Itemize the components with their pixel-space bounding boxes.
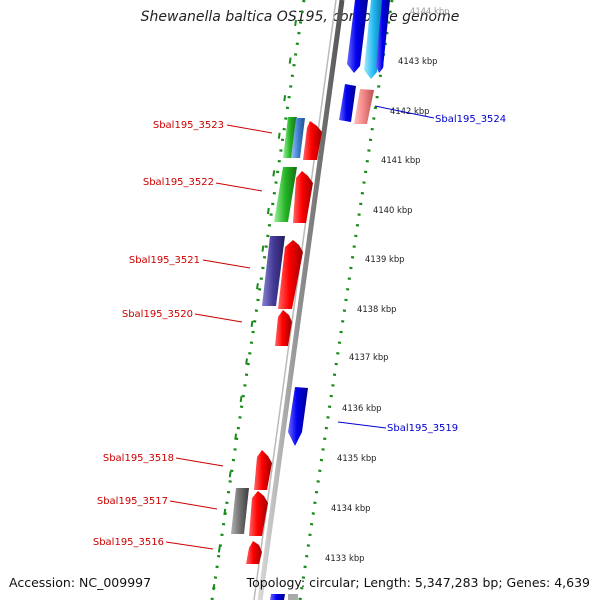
leader-line-3517 xyxy=(169,500,218,510)
gene-label-sbal195-3516[interactable]: Sbal195_3516 xyxy=(93,537,164,548)
scale-tick-label: 4142 kbp xyxy=(390,106,429,116)
gene-sbal195-3523-steel[interactable] xyxy=(291,118,305,158)
gene-sbal195-3521-red[interactable] xyxy=(278,240,303,309)
gene-sbal195-3520-red[interactable] xyxy=(275,310,292,346)
gene-sbal195-3524-a[interactable] xyxy=(339,84,356,122)
gene-bottom-gray[interactable] xyxy=(288,594,298,600)
gene-label-sbal195-3520[interactable]: Sbal195_3520 xyxy=(122,309,193,320)
gene-sbal195-3523-red[interactable] xyxy=(303,121,322,160)
scale-tick-label: 4138 kbp xyxy=(357,304,396,314)
gene-sbal195-3517-red[interactable] xyxy=(249,491,268,536)
gene-sbal195-3518-red[interactable] xyxy=(254,450,272,490)
gene-sbal195-3522-green[interactable] xyxy=(274,167,297,222)
gene-sbal195-3523-green[interactable] xyxy=(283,117,297,158)
gene-label-sbal195-3522[interactable]: Sbal195_3522 xyxy=(143,177,214,188)
leader-line-3523 xyxy=(226,124,273,134)
leader-line-3520 xyxy=(194,313,243,323)
scale-tick-label: 4141 kbp xyxy=(381,155,420,165)
scale-tick-label: 4140 kbp xyxy=(373,205,412,215)
gene-label-sbal195-3519[interactable]: Sbal195_3519 xyxy=(387,423,458,434)
scale-tick-label: 4137 kbp xyxy=(349,352,388,362)
scale-tick-label: 4144 kbp xyxy=(410,6,449,16)
gene-top-blue-2[interactable] xyxy=(376,0,390,73)
scale-tick-label: 4139 kbp xyxy=(365,254,404,264)
gene-top-blue-1[interactable] xyxy=(347,0,368,73)
gene-label-sbal195-3518[interactable]: Sbal195_3518 xyxy=(103,453,174,464)
gene-sbal195-3521-purple[interactable] xyxy=(262,236,285,306)
leader-line-3521 xyxy=(202,259,251,269)
leader-line-3522 xyxy=(215,182,263,192)
backbone xyxy=(257,0,345,600)
gene-sbal195-3522-red[interactable] xyxy=(293,171,313,223)
gene-label-sbal195-3524[interactable]: Sbal195_3524 xyxy=(435,114,506,125)
backbone-shadow xyxy=(253,0,337,600)
gene-top-cyan[interactable] xyxy=(364,0,384,79)
gene-sbal195-3519-blue[interactable] xyxy=(288,387,308,446)
scale-tick-label: 4135 kbp xyxy=(337,453,376,463)
outer-ruler-right xyxy=(298,0,394,600)
gene-sbal195-3524-b[interactable] xyxy=(354,89,374,124)
gene-bottom-blue[interactable] xyxy=(270,594,285,600)
gene-label-sbal195-3523[interactable]: Sbal195_3523 xyxy=(153,120,224,131)
scale-tick-label: 4133 kbp xyxy=(325,553,364,563)
scale-tick-label: 4143 kbp xyxy=(398,56,437,66)
outer-ruler-left xyxy=(210,0,306,600)
accession-text: Accession: NC_009997 xyxy=(9,575,152,590)
scale-tick-label: 4134 kbp xyxy=(331,503,370,513)
gene-sbal195-3517-gray[interactable] xyxy=(231,488,249,534)
scale-tick-label: 4136 kbp xyxy=(342,403,381,413)
leader-line-3519 xyxy=(337,421,387,429)
leader-line-3518 xyxy=(175,457,224,467)
gene-label-sbal195-3517[interactable]: Sbal195_3517 xyxy=(97,496,168,507)
leader-line-3516 xyxy=(165,541,214,550)
gene-sbal195-3516-red[interactable] xyxy=(246,541,262,564)
leader-line-3524 xyxy=(374,105,435,119)
gene-label-sbal195-3521[interactable]: Sbal195_3521 xyxy=(129,255,200,266)
topology-text: Topology: circular; Length: 5,347,283 bp… xyxy=(246,575,590,590)
